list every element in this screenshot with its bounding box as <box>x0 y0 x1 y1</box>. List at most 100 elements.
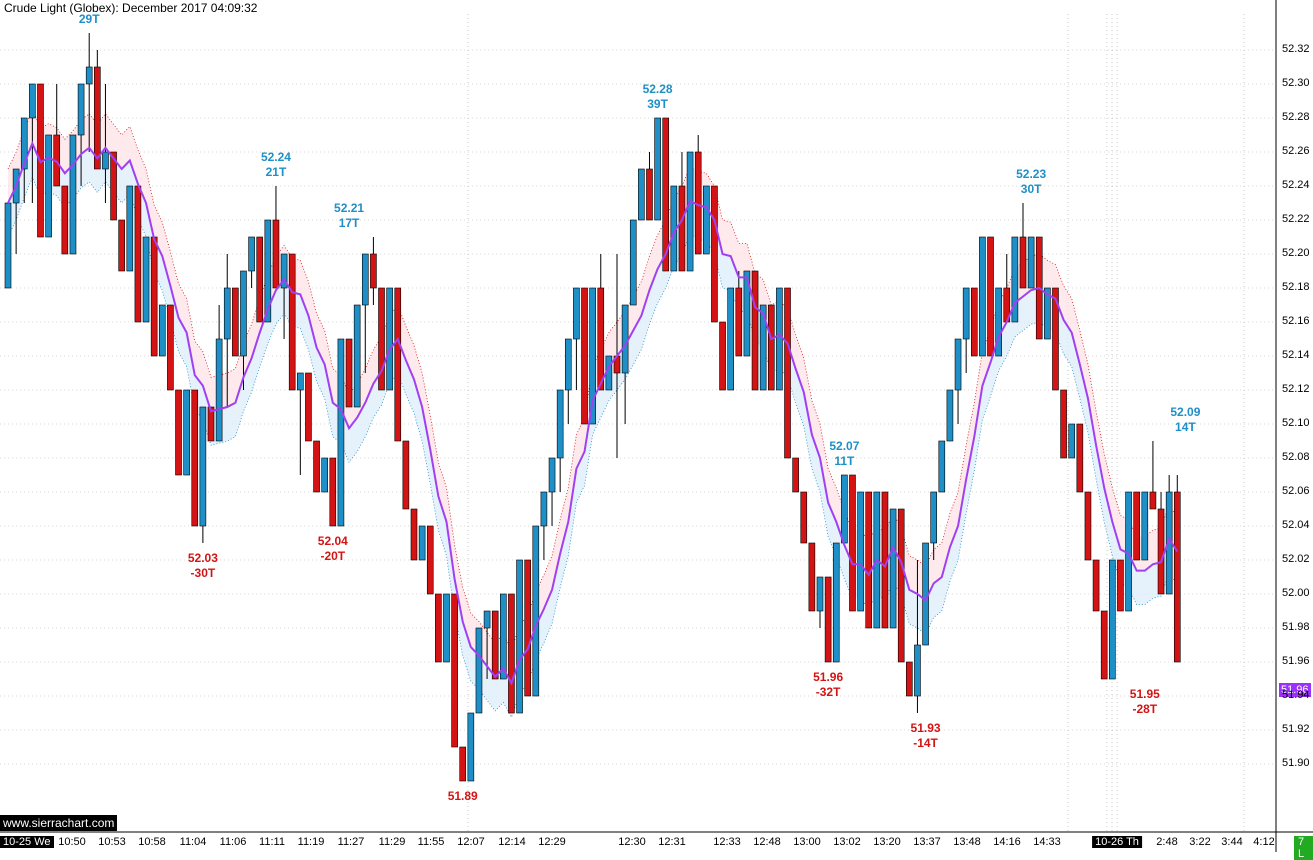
swing-price: 52.23 <box>1016 167 1047 181</box>
y-tick-label: 51.90 <box>1282 757 1310 769</box>
candle-down <box>865 491 873 629</box>
swing-annotation: 51.89 <box>448 789 478 804</box>
candle-down <box>61 185 69 255</box>
candle-down <box>167 304 174 391</box>
candle-down <box>1133 491 1140 561</box>
candle-down <box>329 457 337 527</box>
swing-ticks: 30T <box>1020 182 1042 196</box>
candle-up <box>629 219 637 306</box>
candle-up <box>832 542 840 663</box>
candle-down <box>378 287 385 391</box>
candle-up <box>1109 559 1116 680</box>
x-tick-label: 10-26 Th <box>1092 836 1142 848</box>
swing-annotation: 52.03 -30T <box>188 551 218 581</box>
x-tick-label: 14:16 <box>993 836 1021 848</box>
candle-down <box>1117 559 1124 612</box>
swing-ticks: 39T <box>647 97 668 111</box>
x-tick-label: 11:11 <box>259 836 285 848</box>
candle-up <box>280 253 288 289</box>
swing-annotation: 52.04 -20T <box>318 534 348 564</box>
candle-up <box>889 508 897 629</box>
candle-up <box>126 185 134 272</box>
candle-down <box>597 287 605 391</box>
candle-up <box>1027 236 1035 289</box>
swing-ticks: -32T <box>815 685 841 699</box>
chart-title: Crude Light (Globex): December 2017 04:0… <box>4 1 258 15</box>
counter-badge[interactable]: 7 L <box>1294 836 1313 860</box>
candle-up <box>727 287 734 391</box>
swing-annotation: 51.96 -32T <box>813 670 843 700</box>
candle-up <box>914 644 921 697</box>
candle-down <box>1100 610 1108 680</box>
y-tick-label: 52.18 <box>1282 281 1310 293</box>
swing-price: 52.28 <box>642 82 673 96</box>
y-tick-label: 52.10 <box>1282 417 1310 429</box>
candle-down <box>1019 236 1027 289</box>
x-tick-label: 4:12 <box>1253 836 1275 848</box>
candle-down <box>394 287 402 442</box>
candle-down <box>118 219 125 272</box>
candle-down <box>678 185 686 272</box>
candle-down <box>711 185 718 323</box>
candle-down <box>313 440 320 493</box>
candle-up <box>703 185 710 255</box>
x-tick-label: 11:04 <box>179 836 207 848</box>
swing-annotation: 52.21 17T <box>334 201 364 231</box>
candle-up <box>337 338 345 527</box>
candle-down <box>94 66 101 170</box>
x-tick-label: 11:06 <box>219 836 247 848</box>
candle-up <box>45 134 52 238</box>
x-tick-label: 13:00 <box>793 836 821 848</box>
candle-up <box>4 202 12 289</box>
candle-up <box>930 491 937 544</box>
candle-up <box>573 287 580 340</box>
candle-down <box>402 440 410 510</box>
swing-annotation: 52.09 14T <box>1170 405 1200 435</box>
x-tick-label: 10:53 <box>98 836 126 848</box>
candle-down <box>110 151 117 221</box>
candle-down <box>970 287 978 357</box>
candle-down <box>824 576 832 663</box>
swing-ticks: -28T <box>1132 702 1158 716</box>
candle-up <box>240 270 247 357</box>
candle-up <box>540 491 548 527</box>
x-tick-label: 12:33 <box>713 836 741 848</box>
candle-down <box>232 287 239 357</box>
candle-up <box>475 627 483 714</box>
x-tick-label: 3:22 <box>1189 836 1211 848</box>
y-tick-label: 51.96 <box>1282 655 1310 667</box>
swing-ticks: -30T <box>190 566 216 580</box>
y-tick-label: 52.06 <box>1282 485 1310 497</box>
swing-annotation: 52.07 11T <box>829 439 859 469</box>
x-tick-label: 12:31 <box>658 836 686 848</box>
candle-down <box>459 746 467 782</box>
candle-up <box>500 593 507 680</box>
candle-up <box>946 389 954 442</box>
candle-up <box>589 287 596 425</box>
swing-price: 52.24 <box>260 150 291 164</box>
x-tick-label: 11:19 <box>297 836 325 848</box>
x-tick-label: 10:58 <box>138 836 166 848</box>
candle-down <box>1060 389 1067 459</box>
candle-up <box>962 287 970 340</box>
candle-down <box>305 372 312 442</box>
x-tick-label: 13:20 <box>873 836 901 848</box>
y-tick-label: 52.16 <box>1282 315 1310 327</box>
swing-ticks: 11T <box>834 454 855 468</box>
candle-up <box>1044 287 1051 340</box>
candle-up <box>548 457 556 493</box>
candle-up <box>638 168 645 221</box>
y-tick-label: 51.98 <box>1282 621 1310 633</box>
y-tick-label: 52.12 <box>1282 383 1310 395</box>
swing-price: 52.21 <box>334 201 365 215</box>
x-tick-label: 13:02 <box>833 836 861 848</box>
candle-down <box>800 491 808 544</box>
x-tick-label: 11:29 <box>378 836 406 848</box>
candle-up <box>77 83 85 136</box>
x-tick-label: 12:48 <box>753 836 781 848</box>
candle-down <box>134 185 142 323</box>
candle-down <box>435 593 442 663</box>
x-tick-label: 10-25 We <box>0 836 54 848</box>
candle-up <box>321 457 328 493</box>
